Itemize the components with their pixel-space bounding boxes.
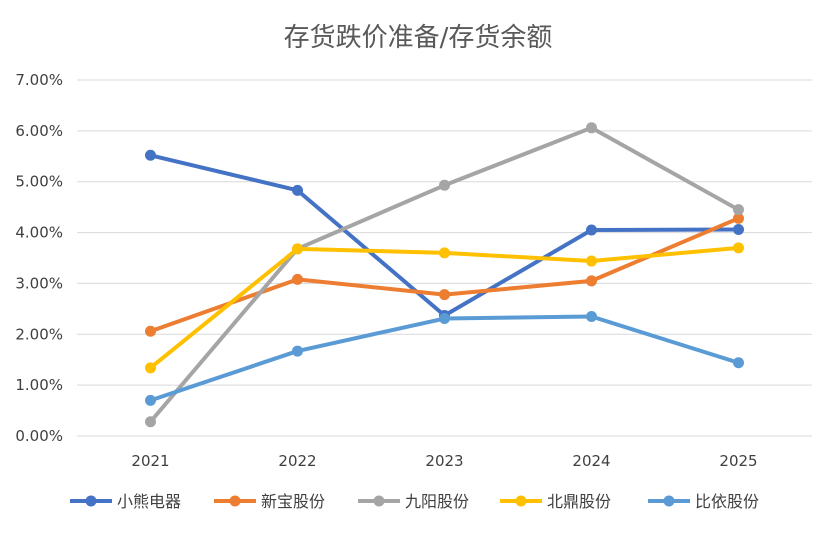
x-axis-ticks: 2021 2022 2023 2024 2025 (131, 452, 757, 470)
data-point (292, 273, 303, 285)
data-point (733, 224, 744, 236)
legend-label: 北鼎股份 (547, 492, 611, 511)
legend-swatch-marker (663, 495, 675, 507)
data-point (586, 275, 597, 287)
chart-title: 存货跌价准备/存货余额 (284, 23, 553, 53)
legend-swatch-marker (515, 495, 527, 507)
data-point (292, 345, 303, 357)
x-tick-label: 2024 (572, 452, 610, 470)
legend-item: 小熊电器 (70, 492, 181, 511)
data-point (733, 212, 744, 224)
x-tick-label: 2022 (278, 452, 316, 470)
x-tick-label: 2025 (719, 452, 757, 470)
series-2 (145, 122, 744, 428)
legend-label: 新宝股份 (261, 492, 325, 511)
series-4 (145, 310, 744, 406)
y-tick-label: 1.00% (15, 376, 63, 394)
legend-item: 新宝股份 (214, 492, 325, 511)
data-point (439, 313, 450, 325)
series-3 (145, 242, 744, 374)
legend-swatch-marker (85, 495, 97, 507)
data-point (439, 289, 450, 301)
data-point (586, 224, 597, 236)
y-tick-label: 0.00% (15, 427, 63, 445)
data-point (586, 122, 597, 134)
data-point (145, 325, 156, 337)
legend-item: 北鼎股份 (500, 492, 611, 511)
legend-label: 九阳股份 (405, 492, 469, 511)
y-tick-label: 2.00% (15, 325, 63, 343)
data-point (145, 362, 156, 374)
legend-label: 比依股份 (695, 492, 759, 511)
y-tick-label: 3.00% (15, 274, 63, 292)
data-point (733, 204, 744, 216)
data-point (145, 149, 156, 161)
series-lines (145, 122, 744, 428)
series-1 (145, 212, 744, 337)
data-point (145, 394, 156, 406)
data-point (292, 184, 303, 196)
series-line (148, 125, 741, 424)
legend: 小熊电器 新宝股份 九阳股份 北鼎股份 比依股份 (70, 492, 759, 511)
y-tick-label: 7.00% (15, 71, 63, 89)
data-point (733, 357, 744, 369)
data-point (439, 247, 450, 259)
data-point (145, 416, 156, 428)
y-axis-ticks: 0.00% 1.00% 2.00% 3.00% 4.00% 5.00% 6.00% 7.00% (15, 71, 63, 445)
data-point (586, 310, 597, 322)
legend-item: 九阳股份 (358, 492, 469, 511)
series-line (148, 245, 741, 370)
y-tick-label: 6.00% (15, 122, 63, 140)
y-tick-label: 5.00% (15, 173, 63, 191)
x-tick-label: 2021 (131, 452, 169, 470)
data-point (733, 242, 744, 254)
data-point (439, 179, 450, 191)
data-point (292, 243, 303, 255)
series-line (148, 314, 741, 403)
data-point (586, 255, 597, 267)
x-tick-label: 2023 (425, 452, 463, 470)
y-tick-label: 4.00% (15, 224, 63, 242)
legend-swatch-marker (229, 495, 241, 507)
legend-item: 比依股份 (648, 492, 759, 511)
legend-label: 小熊电器 (117, 492, 181, 511)
legend-swatch-marker (373, 495, 385, 507)
